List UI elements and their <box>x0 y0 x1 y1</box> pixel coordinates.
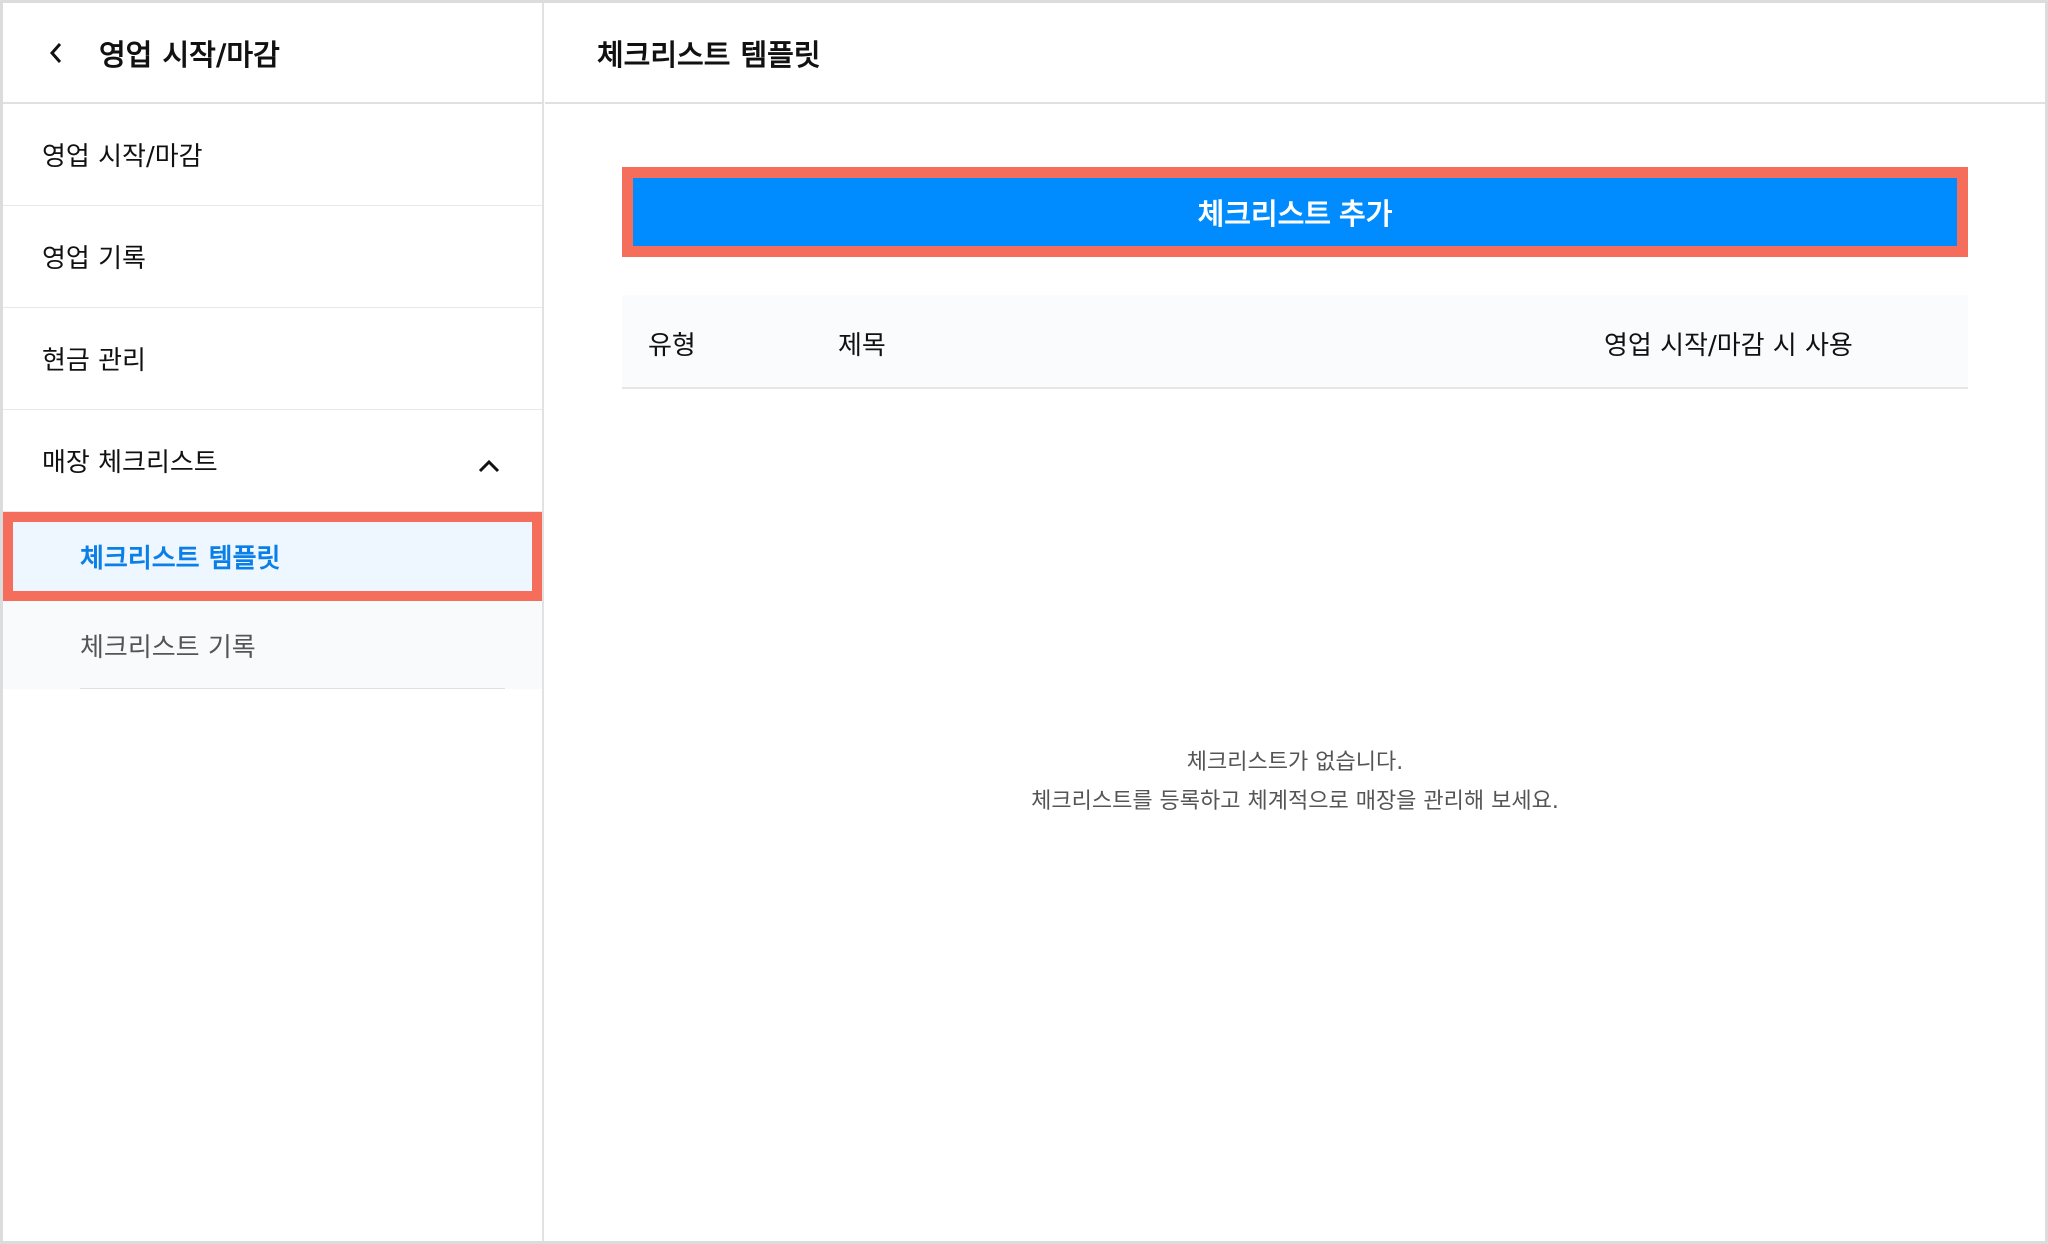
sidebar-subitem-label: 체크리스트 템플릿 <box>80 544 281 574</box>
sidebar-item-store-checklist[interactable]: 매장 체크리스트 <box>3 410 542 512</box>
add-checklist-button[interactable]: 체크리스트 추가 <box>633 178 1957 246</box>
sidebar-title: 영업 시작/마감 <box>99 37 280 72</box>
column-type: 유형 <box>648 331 696 361</box>
column-title: 제목 <box>838 331 886 361</box>
empty-state-title: 체크리스트가 없습니다. <box>1186 750 1404 775</box>
column-use-on-open-close: 영업 시작/마감 시 사용 <box>1604 331 1853 361</box>
chevron-up-icon[interactable] <box>478 450 500 480</box>
sidebar-item-sales-record[interactable]: 영업 기록 <box>3 206 542 308</box>
sidebar: 영업 시작/마감 영업 시작/마감 영업 기록 현금 관리 매장 체크리스트 체… <box>3 3 544 1241</box>
add-checklist-highlight: 체크리스트 추가 <box>622 167 1968 257</box>
empty-state-description: 체크리스트를 등록하고 체계적으로 매장을 관리해 보세요. <box>1031 789 1559 814</box>
sidebar-header: 영업 시작/마감 <box>3 3 542 104</box>
page-title: 체크리스트 템플릿 <box>545 3 2045 104</box>
table-header: 유형 제목 영업 시작/마감 시 사용 <box>622 295 1968 389</box>
sidebar-item-label: 현금 관리 <box>42 346 146 376</box>
sidebar-subitem-checklist-record[interactable]: 체크리스트 기록 <box>3 601 542 689</box>
main-panel: 체크리스트 템플릿 체크리스트 추가 유형 제목 영업 시작/마감 시 사용 체… <box>545 3 2045 1241</box>
sidebar-item-open-close[interactable]: 영업 시작/마감 <box>3 104 542 206</box>
sidebar-item-cash[interactable]: 현금 관리 <box>3 308 542 410</box>
sidebar-item-label: 영업 시작/마감 <box>42 142 203 172</box>
sidebar-item-label: 영업 기록 <box>42 244 146 274</box>
sidebar-subitem-label: 체크리스트 기록 <box>80 632 256 663</box>
empty-state: 체크리스트가 없습니다. 체크리스트를 등록하고 체계적으로 매장을 관리해 보… <box>545 743 2045 821</box>
sidebar-item-label: 매장 체크리스트 <box>42 448 218 478</box>
sidebar-subitem-checklist-template[interactable]: 체크리스트 템플릿 <box>3 512 542 601</box>
back-chevron-icon[interactable] <box>43 40 69 66</box>
